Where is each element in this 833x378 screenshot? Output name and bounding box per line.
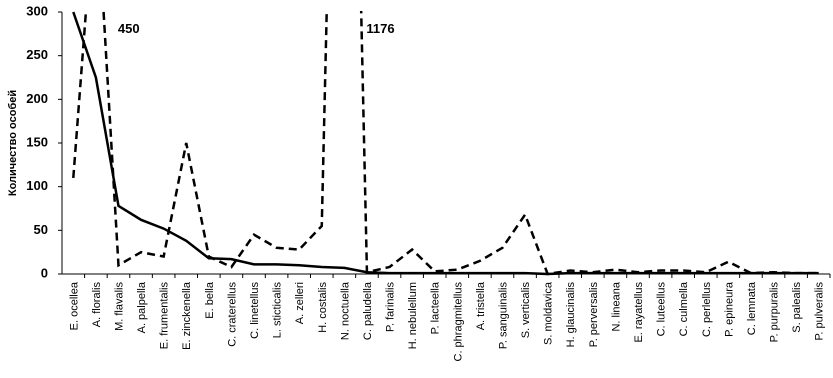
x-tick-label: C. linetellus bbox=[249, 282, 261, 339]
x-tick-label: P. purpuralis bbox=[769, 282, 781, 343]
x-tick-label: C. paludella bbox=[362, 281, 374, 340]
x-tick-label: C. lemnata bbox=[746, 281, 758, 335]
x-tick-label: C. luteellus bbox=[656, 282, 668, 337]
x-tick-label: E. bella bbox=[204, 281, 216, 319]
x-tick-label: S. moldavica bbox=[543, 281, 555, 345]
x-tick-label: C. craterellus bbox=[226, 282, 238, 347]
peak-label: 450 bbox=[118, 21, 140, 36]
y-tick-label: 300 bbox=[26, 3, 48, 18]
x-tick-label: H. glaucinalis bbox=[565, 282, 577, 348]
x-tick-label: L. sticticalis bbox=[272, 282, 284, 339]
peak-label: 1176 bbox=[366, 21, 394, 36]
y-tick-label: 50 bbox=[34, 222, 48, 237]
x-tick-label: P. sanguinalis bbox=[497, 282, 509, 350]
y-tick-label: 250 bbox=[26, 47, 48, 62]
x-tick-label: S. palealis bbox=[791, 282, 803, 333]
x-tick-label: A. palpella bbox=[136, 281, 148, 333]
x-tick-label: C. phragmitellus bbox=[452, 282, 464, 362]
x-tick-label: A. floralis bbox=[91, 282, 103, 328]
y-tick-label: 150 bbox=[26, 134, 48, 149]
x-tick-label: P. lacteella bbox=[430, 281, 442, 334]
x-tick-label: E. ocellea bbox=[68, 281, 80, 330]
y-tick-label: 200 bbox=[26, 91, 48, 106]
x-tick-label: P. farinalis bbox=[385, 282, 397, 332]
x-tick-label: H. nebulellum bbox=[407, 282, 419, 349]
y-axis-label: Количество особей bbox=[7, 90, 19, 196]
y-tick-label: 0 bbox=[41, 265, 48, 280]
x-tick-label: S. verticalis bbox=[520, 282, 532, 339]
y-tick-label: 100 bbox=[26, 178, 48, 193]
x-tick-label: A. zelleri bbox=[294, 282, 306, 324]
x-tick-label: E. frumentalis bbox=[159, 282, 171, 350]
x-tick-label: C. perlellus bbox=[701, 282, 713, 338]
x-tick-label: E. zinckenella bbox=[181, 281, 193, 350]
x-tick-label: P. perversalis bbox=[588, 282, 600, 348]
x-tick-label: C. culmella bbox=[678, 281, 690, 336]
x-tick-label: H. costalis bbox=[317, 282, 329, 333]
x-tick-label: E. rayatellus bbox=[633, 282, 645, 343]
x-tick-label: A. tristella bbox=[475, 281, 487, 330]
line-series bbox=[72, 11, 819, 276]
line-series bbox=[72, 11, 819, 276]
x-tick-label: M. flavalis bbox=[113, 282, 125, 331]
x-tick-label: N. lineana bbox=[610, 281, 622, 331]
x-tick-label: P. pulveralis bbox=[814, 282, 826, 341]
x-tick-label: N. noctuella bbox=[339, 281, 351, 340]
plot-area bbox=[72, 11, 819, 276]
x-tick-label: P. epineura bbox=[723, 281, 735, 337]
